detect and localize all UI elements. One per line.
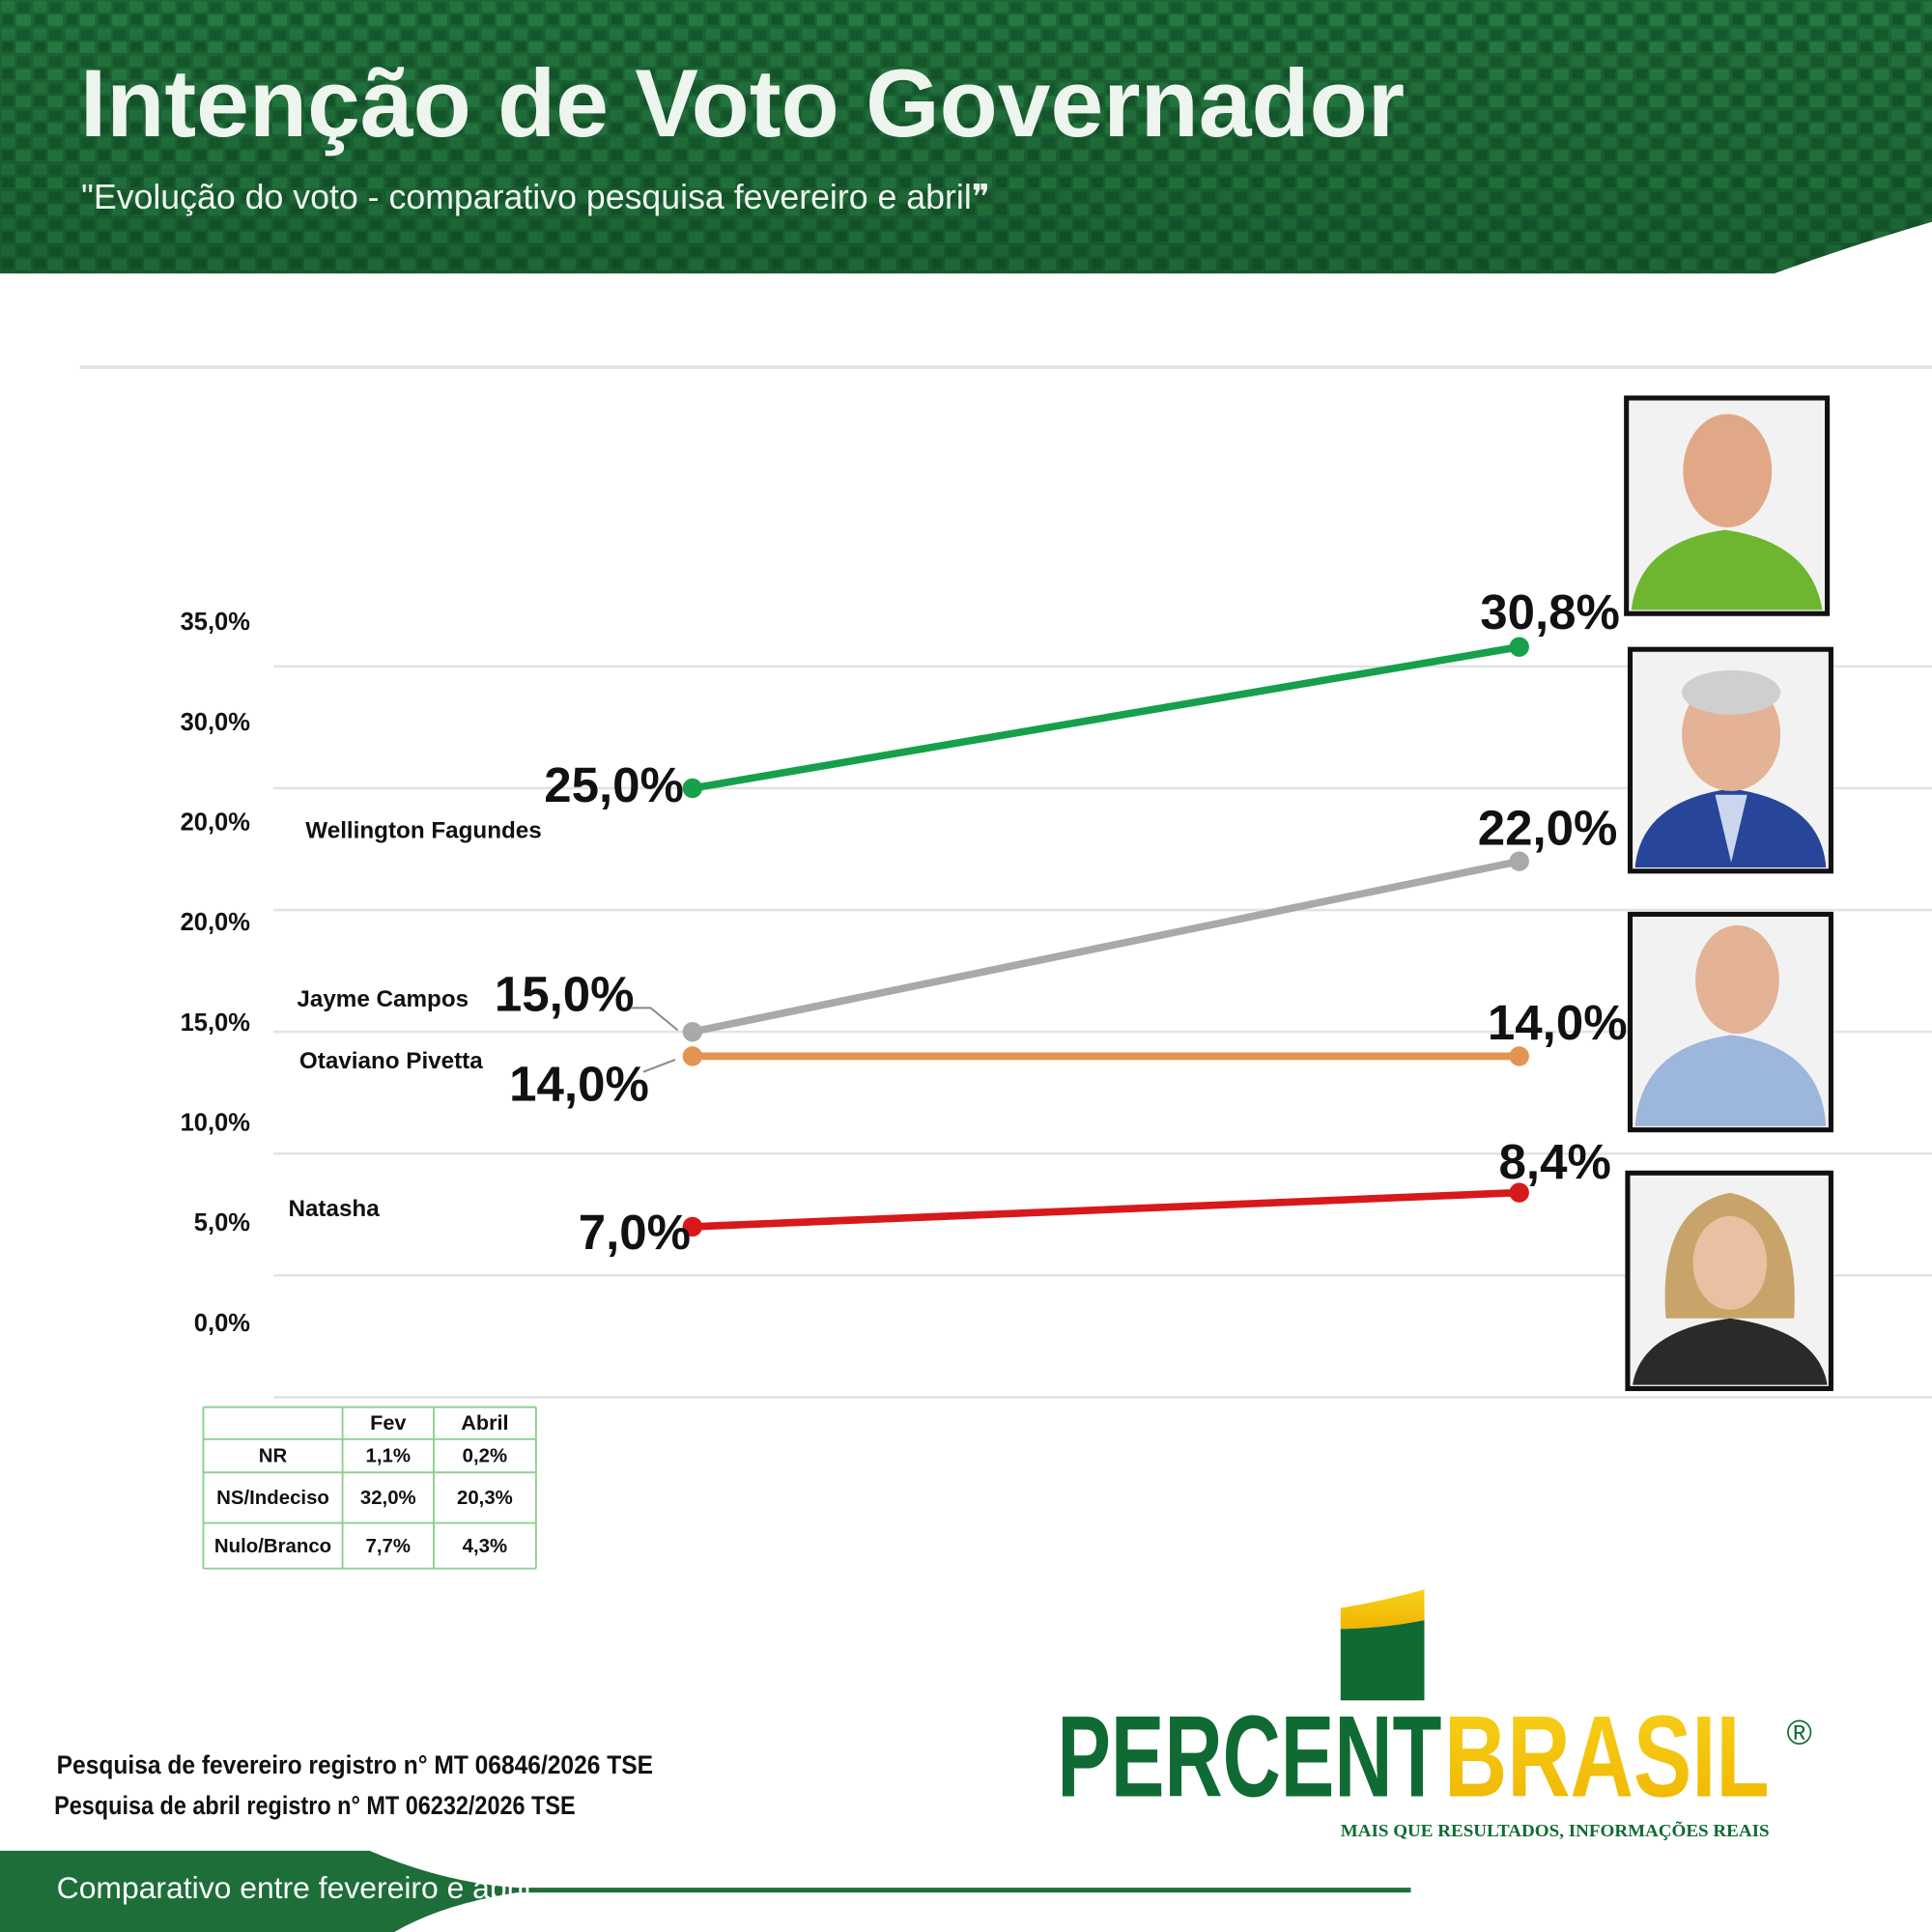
- photo: [1625, 1170, 1833, 1392]
- table-cell: 0,2%: [463, 1446, 507, 1467]
- data-point: [682, 1216, 703, 1237]
- value-label: 14,0%: [1488, 995, 1628, 1050]
- footer-text: Comparativo entre fevereiro e abril: [57, 1870, 531, 1905]
- data-point: [682, 778, 703, 799]
- value-label: 15,0%: [495, 967, 635, 1022]
- title: Intenção de Voto Governador: [80, 50, 1405, 157]
- table-cell: Nulo/Branco: [214, 1536, 331, 1557]
- y-axis-label: 35,0%: [181, 609, 250, 636]
- footer-band: [0, 1850, 1411, 1932]
- series-name: Jayme Campos: [297, 986, 469, 1012]
- y-axis-label: 0,0%: [194, 1310, 250, 1337]
- registration: Pesquisa de fevereiro registro n° MT 068…: [57, 1750, 653, 1779]
- subtitle: "Evolução do voto - comparativo pesquisa…: [81, 178, 990, 216]
- value-label: 30,8%: [1480, 584, 1620, 639]
- value-label: 8,4%: [1499, 1134, 1611, 1189]
- data-point: [1509, 1046, 1529, 1066]
- series-line: [689, 857, 1523, 1036]
- y-axis-label: 10,0%: [181, 1110, 250, 1137]
- connector: [631, 1007, 679, 1032]
- logo-flag: [1340, 1620, 1425, 1701]
- y-axis-label: 5,0%: [194, 1209, 250, 1236]
- table-cell: NS/Indeciso: [216, 1488, 329, 1509]
- photos: [1624, 395, 1833, 1392]
- registration: Pesquisa de abril registro n° MT 06232/2…: [54, 1791, 576, 1820]
- logo: PERCENT BRASIL ® MAIS QUE RESULTADOS, IN…: [1057, 1589, 1812, 1840]
- table-cell: 7,7%: [366, 1536, 411, 1557]
- logo-tagline: MAIS QUE RESULTADOS, INFORMAÇÕES REAIS: [1341, 1820, 1770, 1840]
- table-cell: 1,1%: [366, 1446, 411, 1467]
- photo: [1627, 646, 1833, 874]
- logo-mark: ®: [1786, 1713, 1811, 1751]
- series-name: Natasha: [288, 1196, 380, 1222]
- table-cell: 32,0%: [360, 1488, 416, 1509]
- data-point: [682, 1021, 703, 1042]
- value-label: 22,0%: [1478, 800, 1618, 855]
- table-cell: NR: [259, 1446, 288, 1467]
- data-point: [1509, 637, 1529, 657]
- table-cell: 20,3%: [457, 1488, 513, 1509]
- y-axis-label: 30,0%: [181, 709, 250, 736]
- series-name: Otaviano Pivetta: [299, 1048, 483, 1074]
- connector: [642, 1059, 676, 1073]
- value-label: 14,0%: [509, 1057, 649, 1112]
- photo: [1627, 911, 1833, 1133]
- summary-table: Fev Abril NR 1,1% 0,2% NS/Indeciso 32,0% 20,3% N…: [202, 1406, 537, 1570]
- series-name: Wellington Fagundes: [305, 817, 541, 843]
- table-header: Abril: [461, 1410, 508, 1435]
- data-point: [1509, 1182, 1529, 1203]
- data-point: [682, 1046, 703, 1066]
- table-header: Fev: [370, 1410, 406, 1435]
- logo-text: BRASIL: [1444, 1691, 1770, 1821]
- value-label: 7,0%: [579, 1205, 691, 1260]
- y-axis-label: 20,0%: [181, 810, 250, 837]
- series-line: [689, 1188, 1523, 1231]
- logo-text: PERCENT: [1057, 1691, 1441, 1821]
- photo: [1624, 395, 1831, 616]
- y-axis-label: 15,0%: [181, 1009, 250, 1037]
- value-label: 25,0%: [544, 757, 684, 812]
- y-axis-label: 20,0%: [181, 909, 250, 936]
- data-point: [1509, 851, 1529, 871]
- logo-flag-top: [1340, 1589, 1425, 1630]
- series-line: [689, 642, 1523, 792]
- header-shade: [0, 0, 1932, 274]
- table-cell: 4,3%: [463, 1536, 507, 1557]
